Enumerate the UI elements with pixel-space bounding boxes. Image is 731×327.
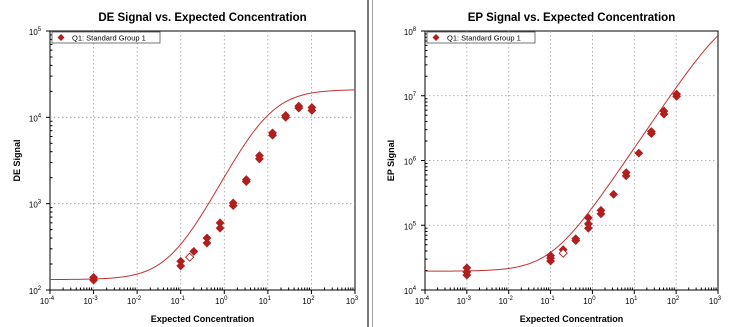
chart-title: DE Signal vs. Expected Concentration bbox=[98, 12, 306, 24]
x-tick-label: 10-3 bbox=[83, 296, 98, 306]
fit-curve bbox=[425, 35, 718, 272]
x-tick-label: 100 bbox=[583, 296, 596, 306]
data-point bbox=[202, 238, 212, 248]
x-axis-label: Expected Concentration bbox=[520, 314, 624, 324]
data-point bbox=[176, 261, 186, 271]
ep-signal-chart-panel: EP Signal vs. Expected Concentration 10-4… bbox=[372, 0, 731, 327]
x-tick-label: 101 bbox=[259, 296, 272, 306]
data-point bbox=[672, 89, 681, 99]
minor-ticks bbox=[425, 33, 717, 290]
data-point bbox=[241, 175, 251, 185]
x-tick-label: 103 bbox=[709, 296, 722, 306]
data-point bbox=[176, 256, 186, 266]
de-signal-chart: DE Signal vs. Expected Concentration 10-4… bbox=[12, 12, 359, 324]
y-axis-label: EP Signal bbox=[386, 140, 396, 181]
y-tick-label: 104 bbox=[404, 286, 417, 296]
x-tick-label: 10-2 bbox=[127, 296, 142, 306]
data-point bbox=[634, 148, 644, 158]
data-point bbox=[254, 151, 264, 161]
grid-lines bbox=[50, 31, 355, 290]
data-point bbox=[281, 111, 291, 120]
data-point bbox=[646, 127, 656, 136]
ep-signal-chart: EP Signal vs. Expected Concentration 10-4… bbox=[386, 12, 722, 324]
minor-ticks bbox=[50, 34, 354, 290]
fit-curve bbox=[50, 89, 355, 281]
x-tick-label: 10-1 bbox=[540, 296, 555, 306]
y-axis-label: DE Signal bbox=[12, 139, 22, 181]
excluded-data-point bbox=[184, 252, 195, 262]
x-axis-ticks: 10-4 10-3 10-2 10-1 100 101 102 103 bbox=[40, 290, 359, 306]
legend: Q1: Standard Group 1 bbox=[426, 31, 536, 44]
x-tick-label: 102 bbox=[667, 296, 680, 306]
y-tick-label: 103 bbox=[29, 200, 42, 210]
data-point bbox=[621, 168, 631, 178]
data-point bbox=[609, 189, 618, 199]
y-tick-label: 108 bbox=[404, 27, 417, 37]
x-tick-label: 10-1 bbox=[171, 296, 186, 306]
plot-area bbox=[49, 30, 356, 291]
data-point bbox=[583, 219, 593, 229]
x-tick-label: 10-4 bbox=[415, 296, 430, 306]
de-signal-chart-panel: DE Signal vs. Expected Concentration 10-4… bbox=[12, 0, 369, 327]
data-points bbox=[89, 101, 317, 285]
y-axis-ticks: 104 105 106 107 108 bbox=[404, 27, 425, 296]
x-tick-label: 10-2 bbox=[499, 296, 514, 306]
x-tick-label: 100 bbox=[215, 296, 228, 306]
legend: Q1: Standard Group 1 bbox=[51, 31, 161, 44]
data-point bbox=[571, 234, 581, 244]
grid-lines bbox=[425, 31, 718, 290]
data-point bbox=[307, 103, 317, 112]
data-point bbox=[215, 223, 225, 233]
y-tick-label: 105 bbox=[29, 27, 42, 37]
legend-marker bbox=[432, 34, 440, 41]
data-point bbox=[659, 106, 669, 116]
data-point bbox=[215, 218, 225, 228]
data-point bbox=[596, 205, 606, 215]
data-point bbox=[462, 263, 472, 273]
y-tick-label: 106 bbox=[404, 157, 417, 167]
data-point bbox=[583, 213, 593, 223]
data-point bbox=[89, 272, 98, 282]
x-tick-label: 103 bbox=[346, 296, 359, 306]
y-tick-label: 104 bbox=[29, 113, 42, 123]
legend-entry: Q1: Standard Group 1 bbox=[72, 34, 146, 43]
data-point bbox=[546, 251, 555, 261]
data-point bbox=[202, 233, 212, 243]
data-point bbox=[189, 246, 199, 256]
data-points bbox=[462, 89, 681, 280]
y-tick-label: 105 bbox=[404, 221, 417, 231]
legend-box bbox=[51, 31, 161, 44]
legend-marker bbox=[57, 34, 65, 41]
y-tick-label: 107 bbox=[404, 92, 417, 102]
x-axis-label: Expected Concentration bbox=[151, 314, 255, 324]
x-tick-label: 102 bbox=[302, 296, 315, 306]
y-tick-label: 102 bbox=[29, 286, 42, 296]
y-axis-ticks: 102 103 104 105 bbox=[29, 27, 50, 296]
data-point bbox=[268, 128, 277, 138]
x-tick-label: 101 bbox=[625, 296, 638, 306]
legend-box bbox=[426, 31, 536, 44]
excluded-data-point bbox=[558, 248, 568, 258]
x-tick-label: 10-4 bbox=[40, 296, 55, 306]
legend-entry: Q1: Standard Group 1 bbox=[447, 34, 521, 43]
x-axis-ticks: 10-4 10-3 10-2 10-1 100 101 102 103 bbox=[415, 290, 722, 306]
x-tick-label: 10-3 bbox=[457, 296, 472, 306]
data-point bbox=[294, 101, 304, 111]
chart-title: EP Signal vs. Expected Concentration bbox=[468, 12, 675, 24]
data-point bbox=[228, 198, 238, 208]
